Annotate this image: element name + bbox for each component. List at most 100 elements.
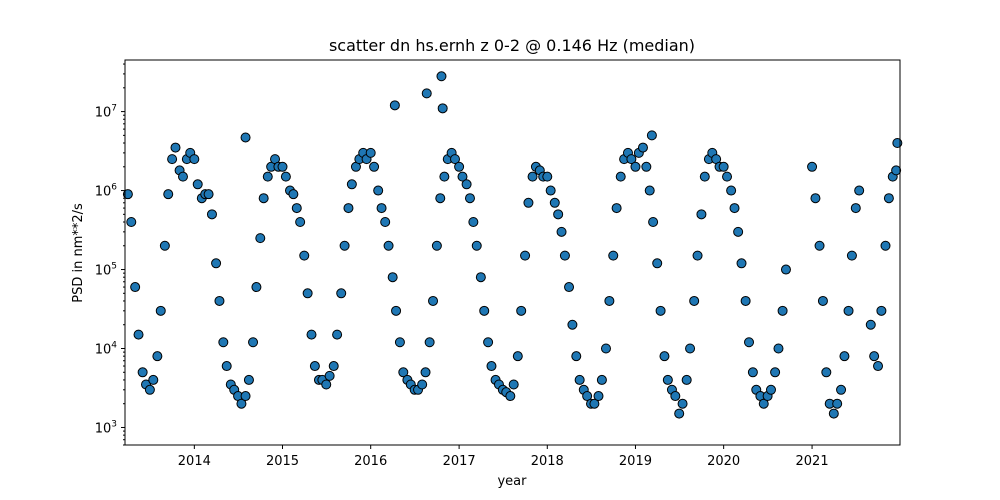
data-point (810, 193, 821, 204)
data-point (646, 130, 657, 141)
y-tick-label: 105 (95, 262, 117, 279)
data-point (508, 379, 519, 390)
data-point (167, 154, 178, 165)
data-point (674, 408, 685, 419)
data-point (696, 209, 707, 220)
data-point (559, 250, 570, 261)
data-point (770, 367, 781, 378)
data-point (437, 103, 448, 114)
data-point (155, 305, 166, 316)
data-point (439, 171, 450, 182)
data-point (740, 295, 751, 306)
data-point (192, 179, 203, 190)
data-point (854, 185, 865, 196)
data-point (461, 179, 472, 190)
data-point (391, 305, 402, 316)
data-point (814, 240, 825, 251)
data-point (324, 370, 335, 381)
data-point (891, 165, 902, 176)
y-axis-ticks: 103 104 105 106 107 (95, 63, 125, 446)
data-point (564, 282, 575, 293)
data-point (159, 240, 170, 251)
data-point (376, 203, 387, 214)
data-point (203, 189, 214, 200)
data-point (387, 272, 398, 283)
x-tick-label: 2017 (443, 454, 476, 469)
data-point (336, 288, 347, 299)
data-point (277, 161, 288, 172)
data-point (428, 295, 439, 306)
data-point (464, 193, 475, 204)
data-point (843, 305, 854, 316)
x-tick-label: 2016 (354, 454, 387, 469)
data-point (295, 216, 306, 227)
data-point (137, 367, 148, 378)
y-tick-label: 106 (95, 183, 118, 200)
data-point (567, 319, 578, 330)
x-tick-label: 2015 (266, 454, 299, 469)
x-axis-ticks: 2014 2015 2016 2017 2018 2019 2020 2021 (178, 445, 829, 469)
data-point (574, 374, 585, 385)
data-point (821, 367, 832, 378)
data-point (807, 161, 818, 172)
data-point (130, 282, 141, 293)
y-tick-label: 107 (95, 104, 117, 121)
data-point (486, 361, 497, 372)
data-point (662, 374, 673, 385)
data-point (883, 193, 894, 204)
data-point (549, 197, 560, 208)
data-point (644, 185, 655, 196)
data-point (600, 343, 611, 354)
data-point (435, 193, 446, 204)
x-tick-label: 2014 (178, 454, 211, 469)
plot-frame (124, 59, 901, 446)
data-point (689, 295, 700, 306)
data-point (262, 171, 273, 182)
data-point (685, 343, 696, 354)
data-point (626, 154, 637, 165)
data-point (836, 384, 847, 395)
data-point (144, 384, 155, 395)
y-tick-label: 104 (95, 341, 118, 358)
data-point (248, 337, 259, 348)
data-point (655, 305, 666, 316)
data-point (523, 197, 534, 208)
data-point (777, 305, 788, 316)
data-point (545, 185, 556, 196)
data-point (421, 88, 432, 99)
data-point (417, 379, 428, 390)
data-point (424, 337, 435, 348)
data-point (163, 189, 174, 200)
data-point (780, 264, 791, 275)
data-point (637, 142, 648, 153)
data-point (553, 209, 564, 220)
data-point (483, 337, 494, 348)
data-point (243, 374, 254, 385)
data-point (839, 351, 850, 362)
data-point (240, 132, 251, 143)
y-tick-label: 103 (95, 419, 117, 436)
chart-title: scatter dn hs.ernh z 0-2 @ 0.146 Hz (med… (329, 36, 695, 55)
data-point (722, 171, 733, 182)
data-point (516, 305, 527, 316)
x-tick-label: 2018 (531, 454, 564, 469)
data-point (659, 351, 670, 362)
data-point (189, 154, 200, 165)
data-point (373, 185, 384, 196)
data-point (365, 147, 376, 158)
data-point (258, 193, 269, 204)
data-point (611, 203, 622, 214)
data-point (681, 374, 692, 385)
data-point (630, 161, 641, 172)
data-point (177, 171, 188, 182)
data-point (346, 179, 357, 190)
data-point (343, 203, 354, 214)
data-point (850, 203, 861, 214)
data-point (832, 398, 843, 409)
data-points (122, 71, 903, 419)
data-point (828, 408, 839, 419)
data-point (218, 337, 229, 348)
data-point (479, 305, 490, 316)
data-point (339, 240, 350, 251)
